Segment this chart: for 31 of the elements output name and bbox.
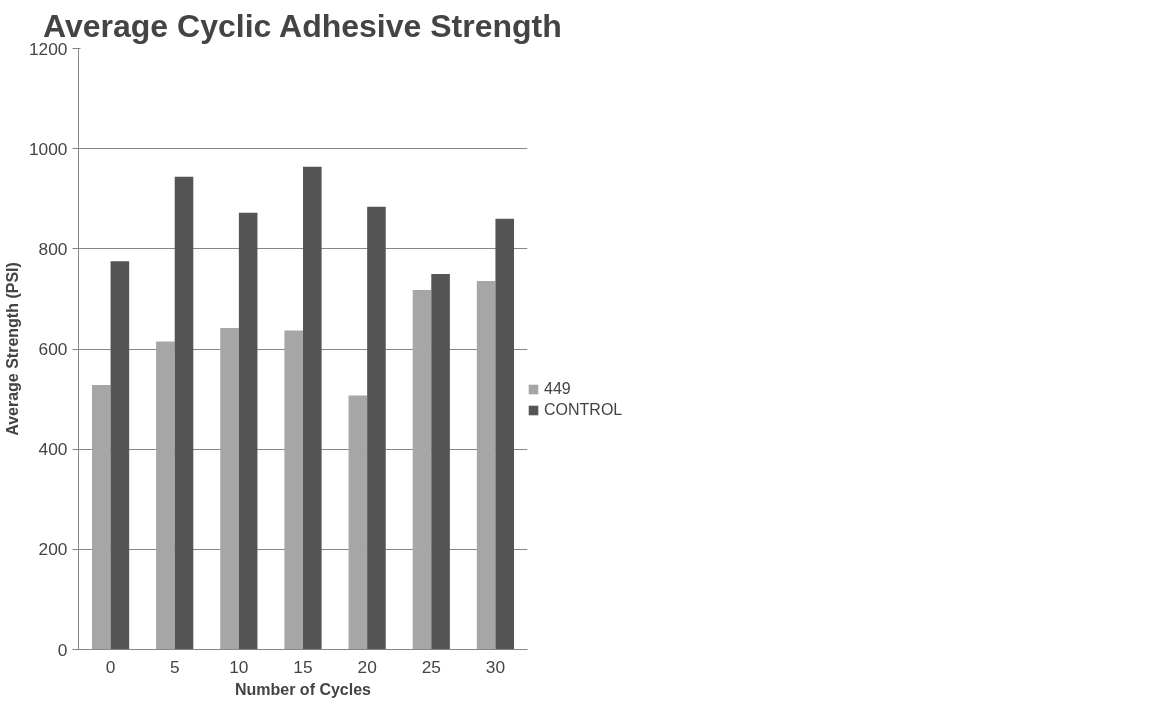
bar (431, 273, 450, 650)
x-tick-label: 10 (229, 656, 249, 677)
bar (220, 327, 239, 650)
bar (303, 166, 322, 650)
x-tick-label: 30 (485, 656, 506, 677)
y-tick-label: 200 (38, 539, 68, 560)
x-tick-label: 15 (293, 656, 313, 677)
legend-label: 449 (544, 380, 571, 398)
x-tick-label: 5 (169, 656, 180, 677)
y-tick-label: 800 (38, 238, 68, 259)
bar (156, 341, 175, 650)
bar (238, 212, 258, 650)
bar (495, 218, 515, 650)
bar (412, 289, 432, 650)
x-axis-title: Number of Cycles (234, 680, 372, 698)
bar (91, 385, 111, 650)
x-tick-label: 25 (421, 656, 441, 677)
bar (348, 395, 368, 650)
y-tick-label: 1000 (28, 138, 68, 159)
bar (174, 176, 194, 650)
y-tick-label: 600 (38, 339, 68, 359)
y-tick-label: 0 (57, 639, 68, 660)
legend-label: CONTROL (544, 401, 623, 419)
x-tick-label: 0 (105, 656, 116, 677)
bar (284, 330, 303, 650)
y-tick-label: 400 (38, 439, 68, 460)
bar (367, 206, 386, 650)
bar (476, 280, 496, 650)
bar (110, 261, 130, 650)
y-axis-title: Average Strength (PSI) (3, 262, 21, 436)
x-tick-label: 20 (357, 656, 377, 677)
